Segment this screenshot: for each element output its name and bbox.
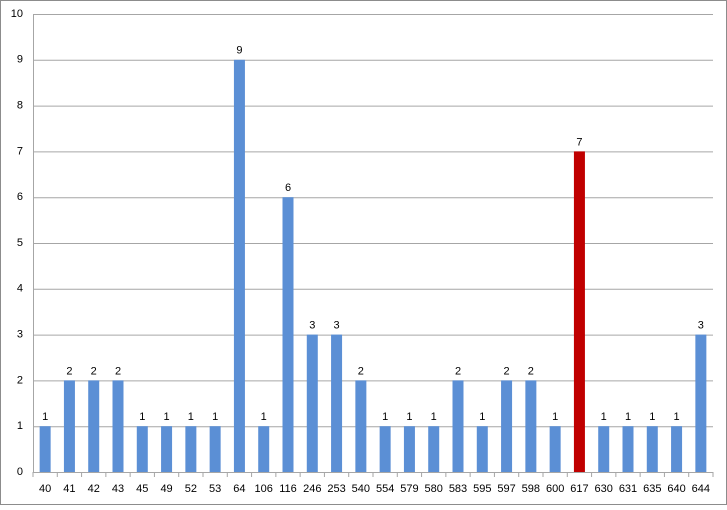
bar (476, 426, 488, 472)
data-label: 1 (212, 411, 218, 423)
bar (379, 426, 391, 472)
data-label: 1 (164, 411, 170, 423)
y-tick-label: 1 (17, 420, 23, 432)
x-tick-label: 64 (233, 483, 245, 495)
x-tick-label: 540 (352, 483, 370, 495)
x-tick-label: 598 (522, 483, 540, 495)
x-tick-label: 40 (39, 483, 51, 495)
bar (695, 334, 707, 472)
x-tick-label: 52 (185, 483, 197, 495)
bar (39, 426, 51, 472)
data-label: 2 (358, 365, 364, 377)
x-tick-label: 53 (209, 483, 221, 495)
bar (112, 380, 124, 472)
data-label: 1 (674, 411, 680, 423)
x-tick-label: 640 (667, 483, 685, 495)
x-tick-label: 579 (400, 483, 418, 495)
x-tick-label: 49 (160, 483, 172, 495)
data-label: 2 (91, 365, 97, 377)
bar (646, 426, 658, 472)
bar (209, 426, 221, 472)
x-tick-label: 630 (595, 483, 613, 495)
x-tick-label: 600 (546, 483, 564, 495)
x-tick-label: 583 (449, 483, 467, 495)
data-label: 1 (42, 411, 48, 423)
y-tick-label: 9 (17, 54, 23, 66)
bar (136, 426, 148, 472)
y-tick-label: 5 (17, 237, 23, 249)
data-label: 6 (285, 182, 291, 194)
bar (549, 426, 561, 472)
y-tick-label: 7 (17, 145, 23, 157)
bar (88, 380, 100, 472)
bar (258, 426, 270, 472)
x-tick-label: 644 (692, 483, 710, 495)
data-label: 1 (649, 411, 655, 423)
x-tick-label: 45 (136, 483, 148, 495)
bar (306, 334, 318, 472)
data-label: 1 (552, 411, 558, 423)
x-tick-label: 595 (473, 483, 491, 495)
data-label: 7 (576, 136, 582, 148)
y-tick-label: 2 (17, 374, 23, 386)
bar (233, 59, 245, 473)
data-label: 1 (382, 411, 388, 423)
bar (573, 151, 585, 472)
y-tick-label: 8 (17, 100, 23, 112)
data-label: 1 (479, 411, 485, 423)
bar (452, 380, 464, 472)
bar (355, 380, 367, 472)
data-label: 1 (625, 411, 631, 423)
x-tick-label: 617 (570, 483, 588, 495)
x-tick-label: 580 (425, 483, 443, 495)
bar (161, 426, 173, 472)
bar (622, 426, 634, 472)
y-tick-label: 3 (17, 329, 23, 341)
bar (185, 426, 197, 472)
x-tick-label: 41 (63, 483, 75, 495)
bar (282, 197, 294, 472)
x-tick-label: 246 (303, 483, 321, 495)
data-label: 9 (236, 45, 242, 57)
bar (428, 426, 440, 472)
data-label: 2 (115, 365, 121, 377)
data-label: 1 (188, 411, 194, 423)
bar (403, 426, 415, 472)
y-tick-label: 0 (17, 466, 23, 478)
x-tick-label: 106 (255, 483, 273, 495)
data-label: 3 (334, 320, 340, 332)
x-tick-label: 43 (112, 483, 124, 495)
bar (525, 380, 537, 472)
data-label: 1 (601, 411, 607, 423)
x-tick-label: 116 (279, 483, 297, 495)
y-tick-label: 10 (11, 8, 23, 20)
x-tick-label: 635 (643, 483, 661, 495)
data-label: 1 (406, 411, 412, 423)
data-label: 3 (698, 320, 704, 332)
data-label: 1 (261, 411, 267, 423)
data-label: 3 (309, 320, 315, 332)
x-tick-label: 253 (327, 483, 345, 495)
x-tick-label: 631 (619, 483, 637, 495)
bar (331, 334, 343, 472)
y-tick-label: 4 (17, 283, 23, 295)
data-label: 2 (504, 365, 510, 377)
data-label: 1 (139, 411, 145, 423)
x-tick-label: 597 (497, 483, 515, 495)
data-label: 2 (455, 365, 461, 377)
bar (63, 380, 75, 472)
data-label: 2 (66, 365, 72, 377)
bar (501, 380, 513, 472)
bar (671, 426, 683, 472)
y-tick-label: 6 (17, 191, 23, 203)
data-label: 2 (528, 365, 534, 377)
data-label: 1 (431, 411, 437, 423)
bar (598, 426, 610, 472)
x-tick-label: 554 (376, 483, 394, 495)
x-tick-label: 42 (88, 483, 100, 495)
